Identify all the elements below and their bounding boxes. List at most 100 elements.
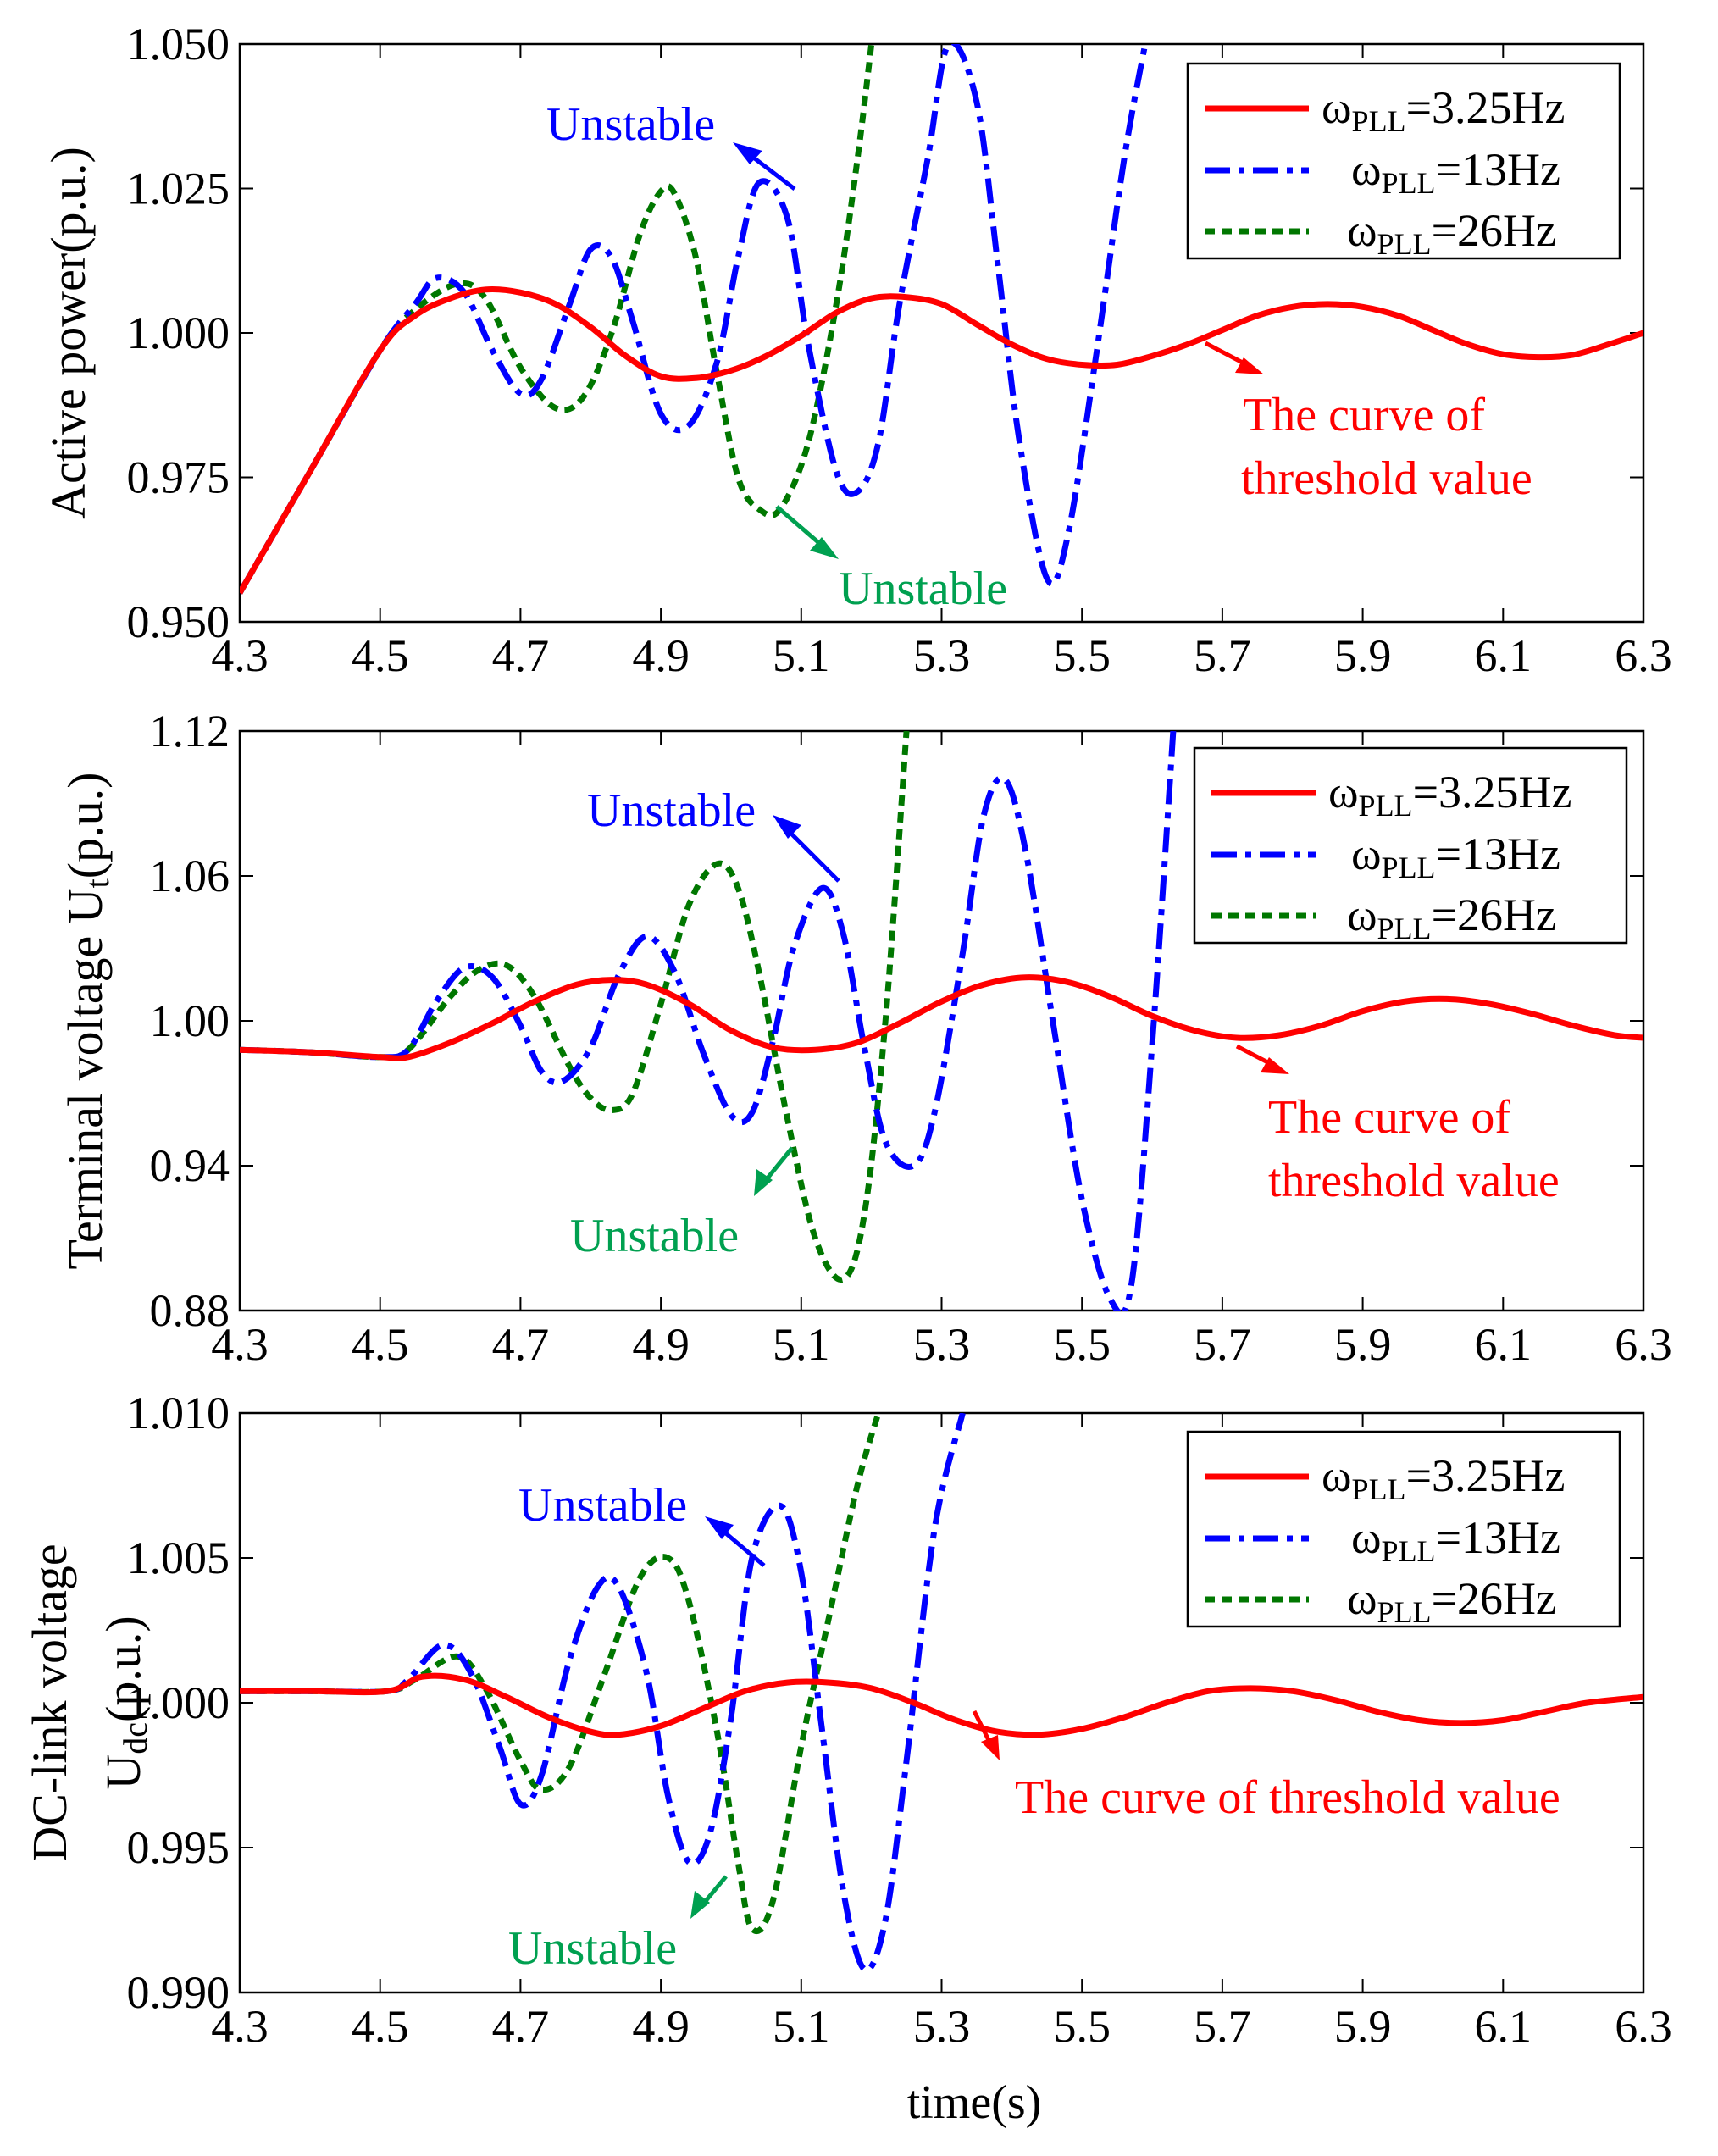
- legend-label-13hz: ωPLL=13Hz: [1351, 144, 1560, 200]
- y-tick-label: 1.00: [150, 995, 230, 1046]
- annotation-unstable-green: Unstable: [570, 1210, 739, 1262]
- y-tick-label: 1.12: [150, 706, 230, 757]
- legend: ωPLL=3.25Hz ωPLL=13Hz ωPLL=26Hz: [1186, 1430, 1621, 1629]
- x-tick-label: 5.9: [1334, 2001, 1392, 2052]
- x-tick-label: 4.9: [632, 2001, 690, 2052]
- y-axis-label: DC-link voltage: [22, 1544, 77, 1861]
- x-tick-label: 5.7: [1194, 630, 1251, 681]
- x-tick-label: 6.3: [1615, 1319, 1672, 1370]
- x-tick-label: 6.1: [1475, 2001, 1532, 2052]
- y-tick-label: 0.990: [127, 1967, 230, 2018]
- x-tick-label: 5.3: [913, 1319, 971, 1370]
- x-tick-label: 5.5: [1053, 2001, 1111, 2052]
- legend-label-26hz: ωPLL=26Hz: [1347, 890, 1556, 945]
- x-tick-label: 4.5: [352, 630, 409, 681]
- arrowhead-unstable-blue: [773, 815, 801, 839]
- y-tick-label: 1.050: [127, 19, 230, 69]
- x-tick-label: 5.3: [913, 2001, 971, 2052]
- annotation-threshold-line2: threshold value: [1268, 1155, 1560, 1207]
- panel-dc-link-voltage: 4.3 4.5 4.7 4.9 5.1 5.3 5.5 5.7 5.9 6.1 6.3 0.990 0.…: [22, 1388, 1672, 2129]
- series-group: [240, 731, 1643, 1311]
- x-tick-label: 5.9: [1334, 1319, 1392, 1370]
- x-tick-label: 4.7: [492, 2001, 550, 2052]
- x-tick-label: 6.1: [1475, 630, 1532, 681]
- x-tick-label: 5.7: [1194, 2001, 1251, 2052]
- series-line-3.25hz: [240, 1672, 1643, 1738]
- x-tick-label: 5.3: [913, 630, 971, 681]
- x-tick-label: 4.3: [211, 1319, 269, 1370]
- panel-terminal-voltage: 4.3 4.5 4.7 4.9 5.1 5.3 5.5 5.7 5.9 6.1 6.3 0.88 0.9…: [58, 706, 1672, 1370]
- annotation-threshold: The curve of threshold value: [1015, 1771, 1560, 1824]
- y-tick-label: 0.975: [127, 452, 230, 503]
- series-line-26hz: [240, 1413, 882, 1935]
- y-tick-label: 0.950: [127, 596, 230, 647]
- series-group: [240, 1413, 1643, 1973]
- y-tick-label: 0.88: [150, 1285, 230, 1336]
- y-tick-label: 0.94: [150, 1140, 230, 1191]
- annotation-threshold-line1: The curve of: [1243, 389, 1485, 441]
- axis-ticks: 4.3 4.5 4.7 4.9 5.1 5.3 5.5 5.7 5.9 6.1 6.3 0.88 0.9…: [150, 706, 1672, 1370]
- arrowhead-unstable-green: [690, 1891, 710, 1919]
- x-tick-label: 4.9: [632, 630, 690, 681]
- arrowhead-threshold: [981, 1735, 1000, 1760]
- series-line-13hz: [240, 1413, 966, 1973]
- series-line-3.25hz: [240, 285, 1643, 595]
- x-tick-label: 4.3: [211, 630, 269, 681]
- annotation-threshold-line2: threshold value: [1241, 452, 1532, 505]
- y-tick-label: 1.010: [127, 1388, 230, 1438]
- series-line-3.25hz: [240, 974, 1643, 1061]
- annotation-unstable-blue: Unstable: [546, 98, 715, 151]
- arrowhead-threshold: [1261, 1057, 1289, 1074]
- annotation-unstable-green: Unstable: [508, 1922, 677, 1975]
- arrowhead-threshold: [1235, 357, 1264, 374]
- axis-ticks: 4.3 4.5 4.7 4.9 5.1 5.3 5.5 5.7 5.9 6.1 6.3 0.950 0.…: [127, 19, 1672, 681]
- annotation-threshold-line1: The curve of: [1268, 1091, 1510, 1144]
- x-tick-label: 4.7: [492, 630, 550, 681]
- x-tick-label: 5.1: [773, 1319, 830, 1370]
- legend-label-3.25hz: ωPLL=3.25Hz: [1328, 767, 1572, 823]
- annotation-unstable-blue: Unstable: [518, 1479, 687, 1532]
- series-line-13hz: [240, 44, 1149, 595]
- legend-box: [1186, 1430, 1621, 1628]
- legend: ωPLL=3.25Hz ωPLL=13Hz ωPLL=26Hz: [1193, 746, 1628, 945]
- y-tick-label: 1.000: [127, 1677, 230, 1728]
- arrowhead-unstable-blue: [733, 142, 762, 164]
- arrowhead-unstable-green: [754, 1169, 773, 1196]
- y-tick-label: 0.995: [127, 1822, 230, 1873]
- x-tick-label: 4.5: [352, 2001, 409, 2052]
- legend-label-26hz: ωPLL=26Hz: [1347, 1573, 1556, 1629]
- x-tick-label: 4.5: [352, 1319, 409, 1370]
- y-tick-label: 1.025: [127, 164, 230, 214]
- y-tick-label: 1.005: [127, 1532, 230, 1583]
- series-line-13hz: [240, 731, 1177, 1311]
- legend-label-3.25hz: ωPLL=3.25Hz: [1322, 1450, 1566, 1506]
- y-axis-label-2: Udc(p.u.): [96, 1616, 154, 1789]
- y-axis-label: Active power(p.u.): [41, 147, 96, 519]
- x-tick-label: 6.3: [1615, 2001, 1672, 2052]
- x-tick-label: 5.1: [773, 2001, 830, 2052]
- legend-box: [1193, 746, 1628, 945]
- annotation-unstable-blue: Unstable: [587, 784, 756, 837]
- series-line-26hz: [240, 731, 910, 1283]
- x-tick-label: 6.1: [1475, 1319, 1532, 1370]
- y-tick-label: 1.06: [150, 851, 230, 901]
- arrowhead-unstable-green: [810, 537, 839, 559]
- y-tick-label: 1.000: [127, 308, 230, 358]
- annotation-unstable-green: Unstable: [839, 563, 1007, 615]
- x-tick-label: 4.7: [492, 1319, 550, 1370]
- series-line-26hz: [240, 44, 875, 595]
- x-axis-label: time(s): [907, 2076, 1042, 2129]
- x-tick-label: 5.7: [1194, 1319, 1251, 1370]
- legend-label-26hz: ωPLL=26Hz: [1347, 205, 1556, 261]
- x-tick-label: 6.3: [1615, 630, 1672, 681]
- legend-box: [1186, 62, 1621, 260]
- legend-label-3.25hz: ωPLL=3.25Hz: [1322, 82, 1566, 138]
- legend-label-13hz: ωPLL=13Hz: [1351, 829, 1560, 884]
- x-tick-label: 5.5: [1053, 630, 1111, 681]
- x-tick-label: 5.9: [1334, 630, 1392, 681]
- legend: ωPLL=3.25Hz ωPLL=13Hz ωPLL=26Hz: [1186, 62, 1621, 261]
- legend-label-13hz: ωPLL=13Hz: [1351, 1512, 1560, 1568]
- x-tick-label: 4.9: [632, 1319, 690, 1370]
- arrow-unstable-blue: [782, 824, 840, 883]
